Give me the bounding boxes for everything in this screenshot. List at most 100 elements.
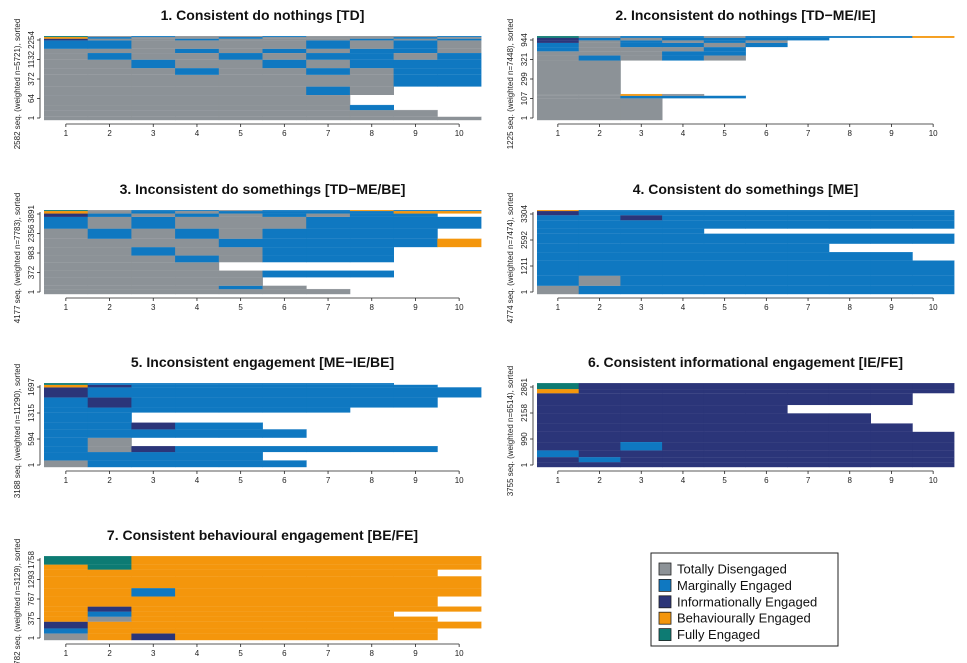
sequence-cell [828,450,871,458]
x-tick-label: 1 [64,476,69,485]
y-axis-label: 3755 seq. (weighted n=6514), sorted [506,366,515,497]
sequence-cell [218,384,263,388]
sequence-cell [828,285,871,295]
sequence-cell [437,238,482,248]
sequence-cell [131,446,176,453]
sequence-cell [306,116,351,121]
sequence-cell [349,383,394,385]
sequence-cell [349,74,394,87]
sequence-cell [393,576,438,589]
x-tick-label: 6 [282,129,287,138]
sequence-cell [537,456,580,463]
plot-4: 4. Consistent do somethings [ME] 1 2 3 4 5 6 7 8… [506,181,955,323]
sequence-cell [218,285,263,290]
sequence-cell [306,74,351,87]
sequence-cell [437,564,482,570]
sequence-cell [306,238,351,248]
legend-label: Informationally Engaged [677,594,817,609]
sequence-cell [703,461,746,468]
sequence-cell [703,285,746,295]
sequence-cell [349,216,394,229]
sequence-cell [437,52,482,60]
sequence-cell [306,210,351,212]
sequence-cell [578,40,621,43]
sequence-cell [787,413,830,424]
sequence-cell [87,285,132,290]
sequence-cell [131,67,176,75]
sequence-cell [131,288,176,295]
sequence-cell [537,450,580,458]
sequence-cell [870,260,913,276]
sequence-cell [870,393,913,406]
sequence-cell [218,94,263,106]
sequence-cell [349,397,394,408]
sequence-cell [437,576,482,589]
x-tick-label: 6 [282,649,287,658]
sequence-cell [349,596,394,607]
sequence-cell [703,423,746,432]
sequence-cell [745,42,788,48]
sequence-cell [44,228,89,239]
sequence-cell [175,48,220,53]
x-tick-label: 5 [722,476,727,485]
x-tick-label: 1 [64,303,69,312]
sequence-cell [393,74,438,87]
sequence-cell [745,36,788,38]
x-tick-label: 10 [455,303,464,312]
sequence-cell [787,388,830,394]
sequence-cell [262,569,307,577]
sequence-cell [44,397,89,408]
sequence-cell [131,109,176,117]
sequence-cell [745,40,788,43]
sequence-cell [662,55,705,61]
sequence-cell [87,36,132,38]
sequence-cell [537,431,580,442]
plot-title: 2. Inconsistent do nothings [TD−ME/IE] [615,7,875,23]
plot-7: 7. Consistent behavioural engagement [BE… [13,527,482,663]
sequence-cell [537,275,580,286]
sequence-cell [175,446,220,453]
sequence-cell [175,616,220,622]
sequence-cell [662,388,705,394]
sequence-cell [262,246,307,256]
sequence-cell [662,285,705,295]
sequence-cell [393,569,438,577]
sequence-cell [787,275,830,286]
y-tick-label: 321 [520,52,529,66]
sequence-cell [87,38,132,41]
sequence-cell [620,98,663,121]
sequence-cell [437,36,482,39]
sequence-cell [578,413,621,424]
sequence-cell [787,233,830,244]
sequence-cell [703,388,746,394]
sequence-cell [437,36,482,38]
sequence-cell [393,210,438,214]
sequence-cell [578,37,621,41]
sequence-cell [87,556,132,565]
sequence-cell [218,616,263,622]
sequence-cell [262,74,307,87]
sequence-cell [437,40,482,49]
sequence-cell [537,37,580,41]
sequence-cell [349,109,394,117]
sequence-cell [131,277,176,286]
sequence-cell [703,95,746,99]
sequence-cell [662,260,705,276]
sequence-cell [87,407,132,413]
x-tick-label: 6 [282,303,287,312]
sequence-cell [218,429,263,438]
sequence-cell [787,285,830,295]
sequence-cell [131,116,176,121]
sequence-cell [218,52,263,60]
sequence-cell [393,616,438,622]
sequence-cell [787,441,830,451]
sequence-cell [437,210,482,214]
sequence-cell [437,38,482,41]
sequence-cell [537,393,580,406]
sequence-cell [131,383,176,385]
sequence-cell [662,423,705,432]
sequence-cell [393,384,438,388]
sequence-cell [87,109,132,117]
sequence-cell [131,451,176,461]
